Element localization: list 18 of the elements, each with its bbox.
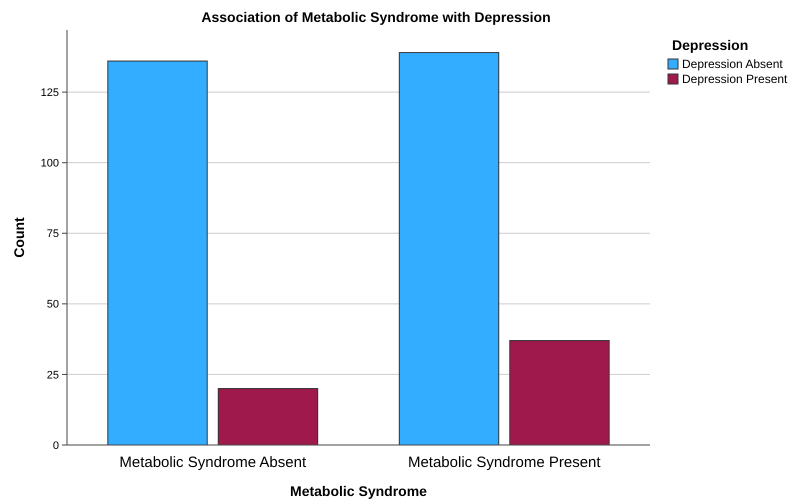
bar bbox=[509, 340, 610, 446]
bar bbox=[107, 60, 208, 446]
legend-label: Depression Present bbox=[682, 72, 788, 86]
legend-label: Depression Absent bbox=[682, 57, 784, 71]
y-tick-label: 25 bbox=[46, 369, 59, 382]
chart-title: Association of Metabolic Syndrome with Depression bbox=[201, 9, 551, 25]
y-axis-title: Count bbox=[11, 216, 27, 258]
y-tick-label: 50 bbox=[46, 298, 59, 311]
x-axis-title: Metabolic Syndrome bbox=[290, 483, 428, 499]
x-tick-label: Metabolic Syndrome Absent bbox=[119, 454, 307, 471]
x-tick-label: Metabolic Syndrome Present bbox=[408, 454, 602, 471]
y-tick-label: 100 bbox=[40, 158, 59, 170]
y-tick-label: 125 bbox=[40, 86, 59, 99]
y-tick-label: 75 bbox=[46, 228, 59, 240]
bar bbox=[398, 52, 500, 446]
y-tick-label: 0 bbox=[52, 440, 59, 452]
bar bbox=[218, 388, 318, 446]
legend-title: Depression bbox=[672, 37, 748, 53]
